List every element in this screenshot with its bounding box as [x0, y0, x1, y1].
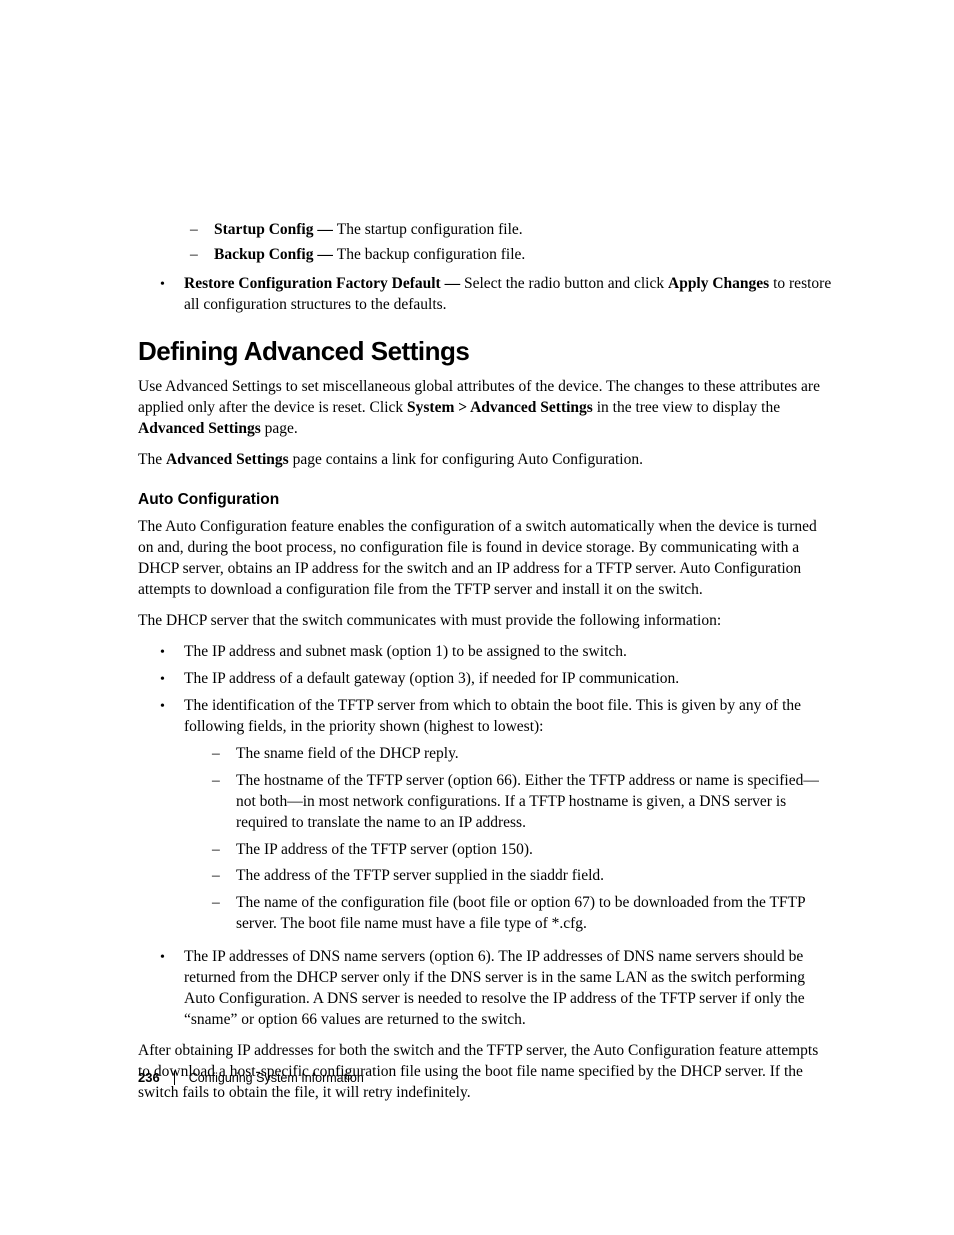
- nested-sub-list: – The sname field of the DHCP reply. – T…: [184, 744, 834, 935]
- bold-term: Startup Config —: [214, 221, 337, 238]
- list-item-text: The IP address and subnet mask (option 1…: [184, 642, 834, 663]
- bold-term: System > Advanced Settings: [407, 399, 593, 416]
- bullet-icon: •: [160, 274, 184, 316]
- page-content: – Startup Config — The startup configura…: [138, 220, 834, 1104]
- bold-term: Backup Config —: [214, 246, 337, 263]
- text-run: page.: [261, 420, 298, 437]
- list-item-text: Startup Config — The startup configurati…: [214, 220, 834, 241]
- paragraph: The DHCP server that the switch communic…: [138, 611, 834, 632]
- bullet-icon: •: [160, 642, 184, 663]
- list-item: – The hostname of the TFTP server (optio…: [212, 771, 834, 834]
- page-number: 236: [138, 1070, 160, 1085]
- text-run: The: [138, 451, 166, 468]
- section-heading: Defining Advanced Settings: [138, 334, 834, 369]
- footer-chapter: Configuring System Information: [189, 1071, 364, 1085]
- list-item-text: The name of the configuration file (boot…: [236, 893, 834, 935]
- subsection-heading: Auto Configuration: [138, 490, 834, 511]
- paragraph: The Auto Configuration feature enables t…: [138, 517, 834, 601]
- top-main-bullet-list: • Restore Configuration Factory Default …: [138, 274, 834, 316]
- bold-term: Apply Changes: [668, 275, 769, 292]
- term-description: The startup configuration file.: [337, 221, 523, 238]
- paragraph: The Advanced Settings page contains a li…: [138, 450, 834, 471]
- dash-icon: –: [190, 245, 214, 266]
- list-item: • The IP addresses of DNS name servers (…: [160, 947, 834, 1031]
- list-item: – Startup Config — The startup configura…: [190, 220, 834, 241]
- list-item-text: The hostname of the TFTP server (option …: [236, 771, 834, 834]
- list-item: – The sname field of the DHCP reply.: [212, 744, 834, 765]
- top-sub-bullet-list: – Startup Config — The startup configura…: [138, 220, 834, 266]
- dash-icon: –: [190, 220, 214, 241]
- footer-divider: [174, 1071, 175, 1085]
- list-item-text: The sname field of the DHCP reply.: [236, 744, 834, 765]
- dash-icon: –: [212, 866, 236, 887]
- list-item: – The name of the configuration file (bo…: [212, 893, 834, 935]
- dash-icon: –: [212, 840, 236, 861]
- list-item: – Backup Config — The backup configurati…: [190, 245, 834, 266]
- document-page: – Startup Config — The startup configura…: [0, 0, 954, 1235]
- text-run: in the tree view to display the: [593, 399, 780, 416]
- paragraph: Use Advanced Settings to set miscellaneo…: [138, 377, 834, 440]
- bold-term: Restore Configuration Factory Default —: [184, 275, 464, 292]
- bold-term: Advanced Settings: [138, 420, 261, 437]
- term-description: The backup configuration file.: [337, 246, 526, 263]
- list-item-text: The address of the TFTP server supplied …: [236, 866, 834, 887]
- dhcp-bullet-list: • The IP address and subnet mask (option…: [138, 642, 834, 1031]
- list-item: – The address of the TFTP server supplie…: [212, 866, 834, 887]
- list-item-text: Restore Configuration Factory Default — …: [184, 274, 834, 316]
- bullet-icon: •: [160, 947, 184, 1031]
- dash-icon: –: [212, 893, 236, 935]
- bullet-icon: •: [160, 696, 184, 941]
- text-run: page contains a link for configuring Aut…: [289, 451, 643, 468]
- list-item-text: Backup Config — The backup configuration…: [214, 245, 834, 266]
- list-item: – The IP address of the TFTP server (opt…: [212, 840, 834, 861]
- dash-icon: –: [212, 744, 236, 765]
- bullet-icon: •: [160, 669, 184, 690]
- list-item: • The IP address of a default gateway (o…: [160, 669, 834, 690]
- dash-icon: –: [212, 771, 236, 834]
- list-item-text: The IP addresses of DNS name servers (op…: [184, 947, 834, 1031]
- list-item-text: The IP address of the TFTP server (optio…: [236, 840, 834, 861]
- text-run: The identification of the TFTP server fr…: [184, 697, 801, 735]
- list-item-text: The IP address of a default gateway (opt…: [184, 669, 834, 690]
- bold-term: Advanced Settings: [166, 451, 289, 468]
- list-item: • Restore Configuration Factory Default …: [160, 274, 834, 316]
- list-item: • The IP address and subnet mask (option…: [160, 642, 834, 663]
- page-footer: 236 Configuring System Information: [138, 1070, 364, 1085]
- text-run: Select the radio button and click: [464, 275, 668, 292]
- list-item: • The identification of the TFTP server …: [160, 696, 834, 941]
- list-item-text: The identification of the TFTP server fr…: [184, 696, 834, 941]
